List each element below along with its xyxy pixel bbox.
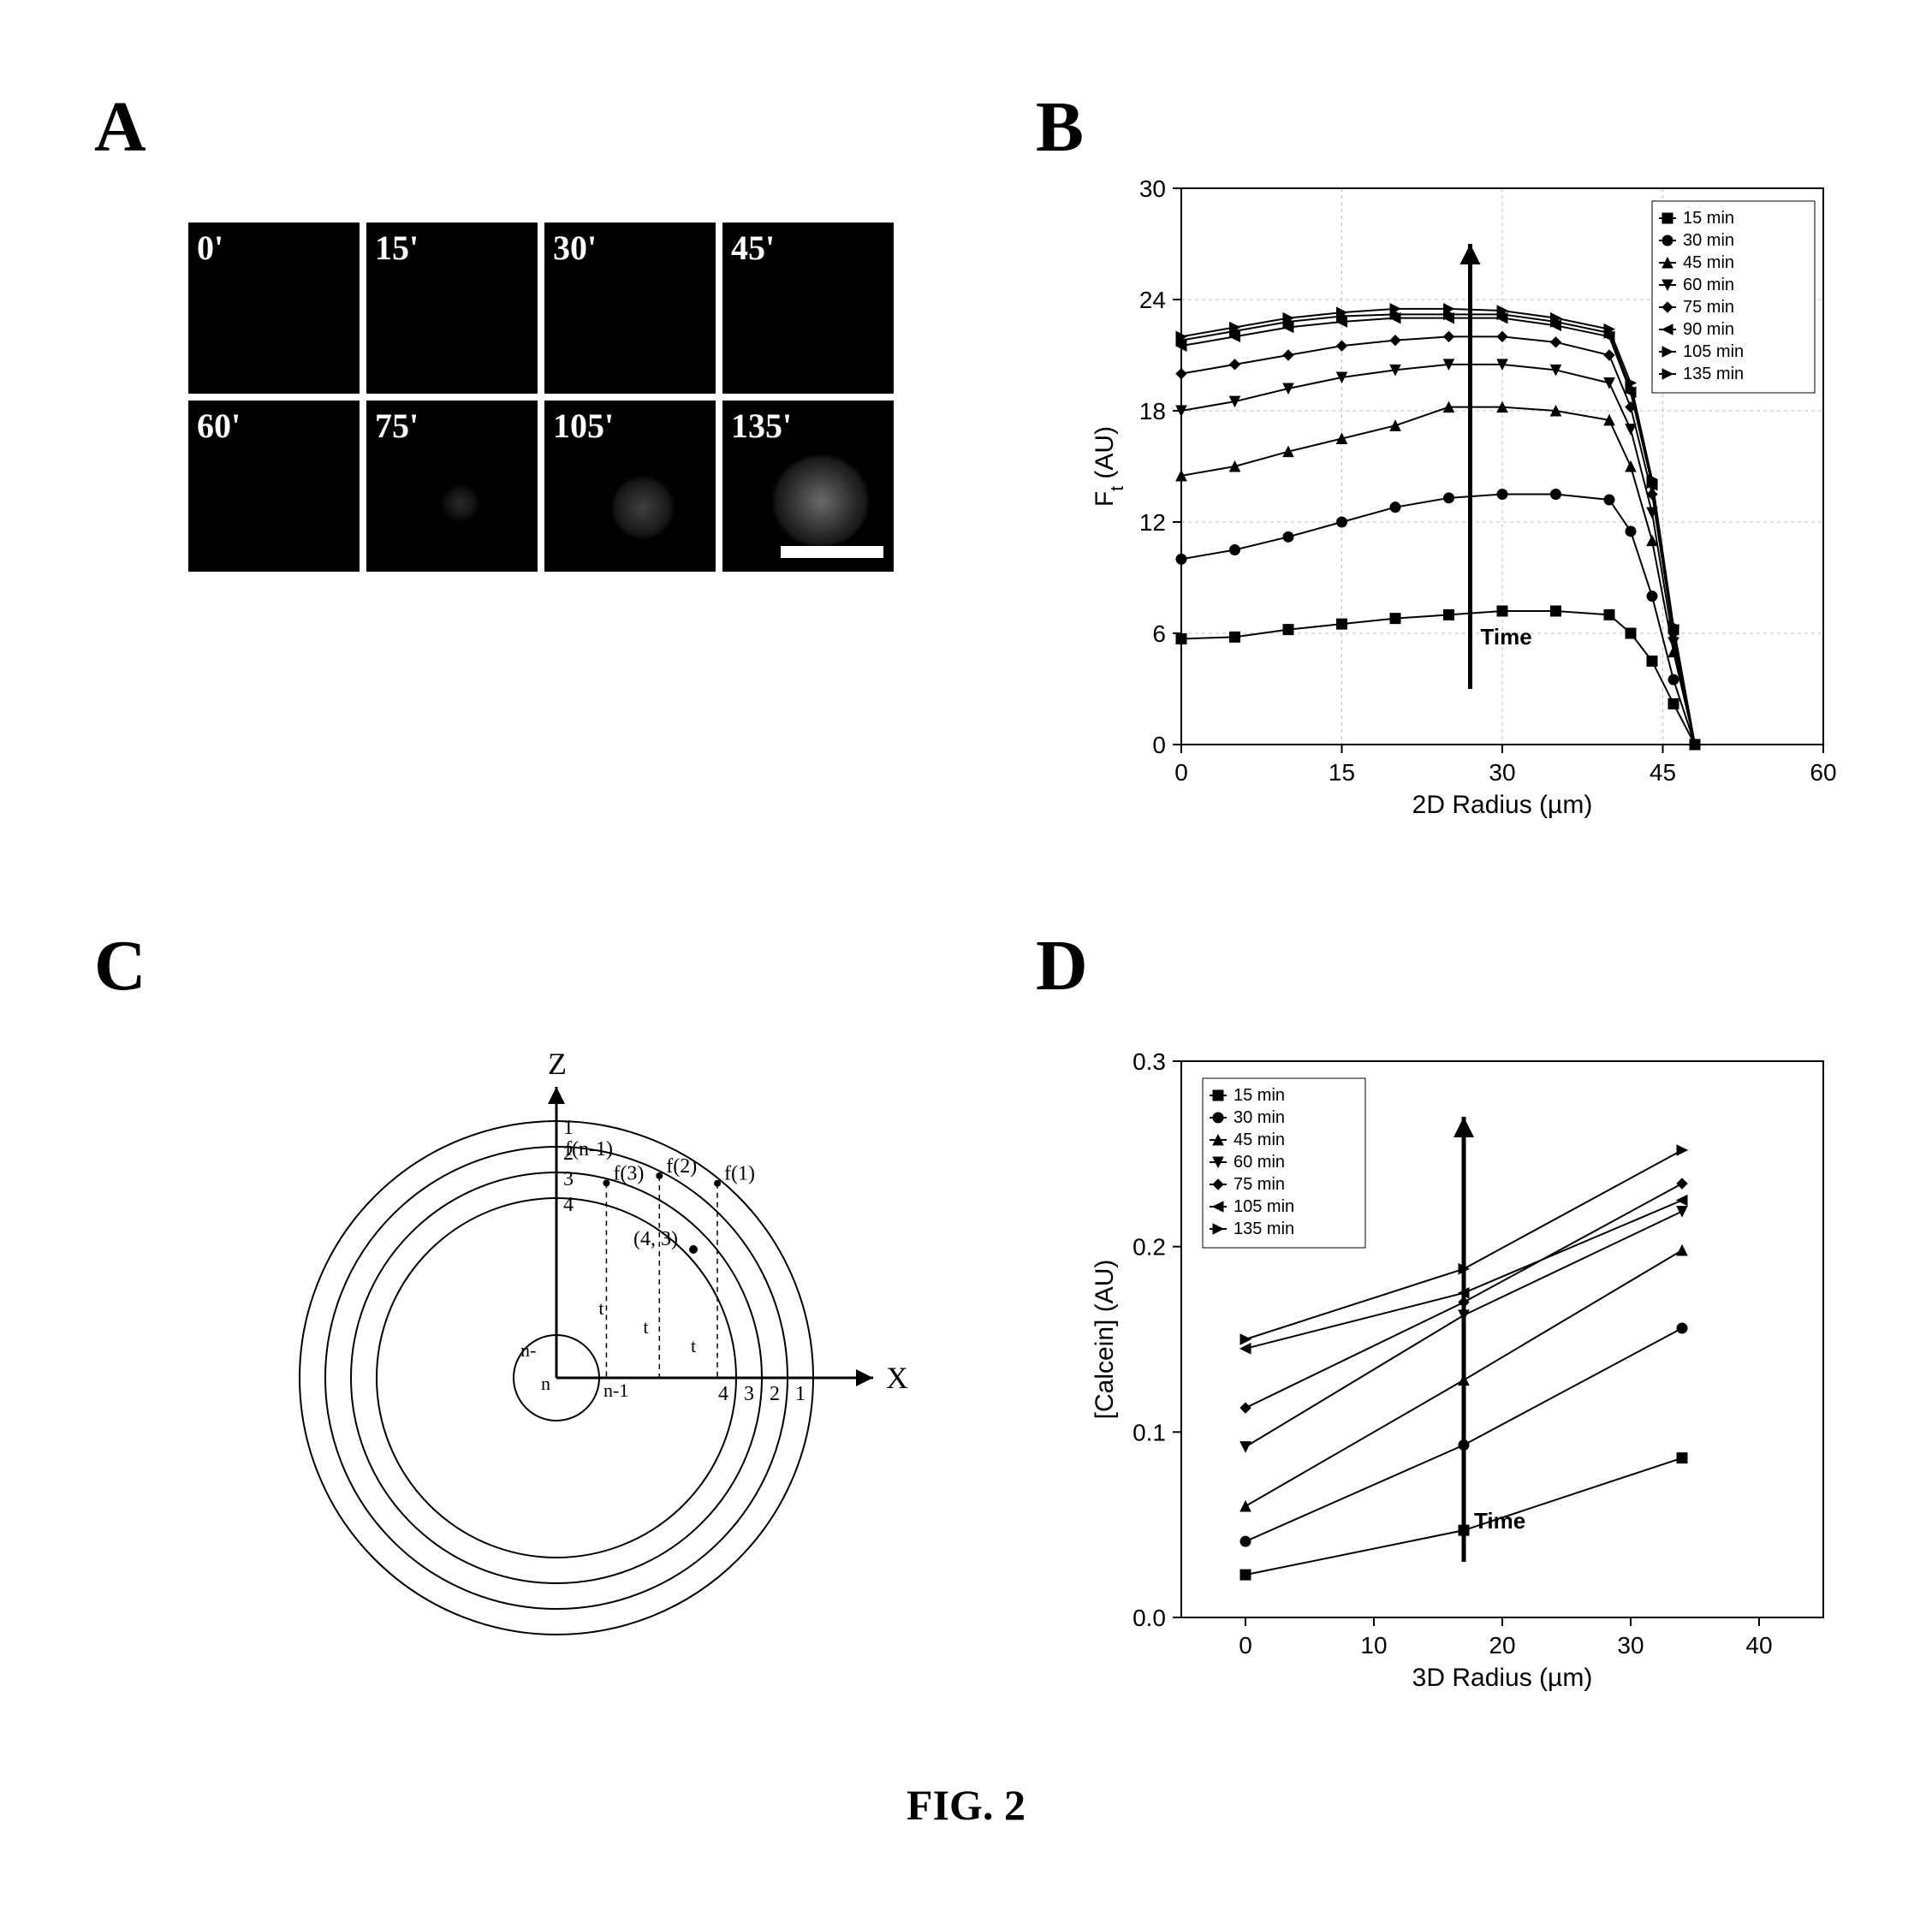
- svg-text:1: 1: [563, 1117, 574, 1139]
- panel-label-b: B: [1036, 86, 1084, 169]
- svg-text:60: 60: [1810, 759, 1836, 786]
- svg-text:f(2): f(2): [666, 1155, 697, 1178]
- svg-text:30: 30: [1617, 1632, 1644, 1659]
- svg-text:0: 0: [1174, 759, 1188, 786]
- svg-text:40: 40: [1745, 1632, 1772, 1659]
- micrograph-cell: 0': [188, 223, 360, 394]
- micrograph-time-label: 30': [553, 228, 597, 267]
- svg-text:18: 18: [1139, 398, 1166, 424]
- micrograph-cell: 15': [366, 223, 538, 394]
- svg-text:t: t: [598, 1297, 603, 1319]
- micrograph-cell: 60': [188, 401, 360, 572]
- svg-text:0: 0: [1152, 732, 1166, 758]
- svg-text:f(1): f(1): [724, 1163, 755, 1185]
- svg-text:Ft (AU): Ft (AU): [1091, 426, 1127, 507]
- panel-d-chart: 0 10 20 30 40 0.0 0.1 0.2 0.3 3D Radius (µm) [Calc…: [1079, 1036, 1849, 1703]
- panel-a-micrograph-grid: 0' 15' 30' 45' 60' 75' 105' 135': [188, 223, 894, 572]
- panel-c-diagram: ZX12341234f(n-1)f(1)f(2)f(3)ttt(4, 3)nn-…: [248, 1010, 950, 1712]
- svg-text:X: X: [886, 1361, 908, 1395]
- micrograph-cell: 75': [366, 401, 538, 572]
- micrograph-time-label: 75': [375, 407, 419, 445]
- svg-text:105 min: 105 min: [1683, 342, 1744, 361]
- svg-text:Z: Z: [548, 1047, 567, 1081]
- svg-text:f(3): f(3): [613, 1162, 644, 1184]
- svg-text:15: 15: [1329, 759, 1355, 786]
- svg-text:(4, 3): (4, 3): [633, 1228, 678, 1250]
- micrograph-time-label: 60': [197, 407, 241, 445]
- svg-text:n: n: [541, 1373, 550, 1394]
- svg-text:135 min: 135 min: [1683, 365, 1744, 383]
- svg-text:30: 30: [1489, 759, 1515, 786]
- svg-text:10: 10: [1360, 1632, 1387, 1659]
- scale-bar: [781, 546, 883, 558]
- svg-text:n-: n-: [520, 1339, 536, 1361]
- svg-text:135 min: 135 min: [1234, 1220, 1294, 1238]
- svg-text:0.3: 0.3: [1132, 1048, 1166, 1075]
- svg-text:Time: Time: [1481, 624, 1532, 650]
- svg-text:30 min: 30 min: [1234, 1108, 1285, 1127]
- svg-text:t: t: [691, 1335, 696, 1356]
- svg-text:0.0: 0.0: [1132, 1605, 1166, 1631]
- svg-text:4: 4: [563, 1194, 574, 1216]
- svg-text:45: 45: [1650, 759, 1676, 786]
- svg-text:0.1: 0.1: [1132, 1419, 1166, 1445]
- figure-caption: FIG. 2: [0, 1780, 1932, 1830]
- svg-text:t: t: [643, 1316, 648, 1338]
- svg-text:105 min: 105 min: [1234, 1197, 1294, 1216]
- svg-text:15 min: 15 min: [1683, 209, 1734, 228]
- svg-text:f(n-1): f(n-1): [565, 1138, 613, 1160]
- svg-text:3: 3: [563, 1168, 574, 1190]
- micrograph-time-label: 135': [731, 407, 792, 445]
- micrograph-cell: 135': [722, 401, 894, 572]
- svg-text:2: 2: [770, 1383, 780, 1405]
- micrograph-cell: 45': [722, 223, 894, 394]
- svg-text:n-1: n-1: [603, 1380, 628, 1401]
- panel-label-d: D: [1036, 924, 1088, 1007]
- svg-text:30 min: 30 min: [1683, 231, 1734, 250]
- svg-text:20: 20: [1489, 1632, 1515, 1659]
- svg-text:60 min: 60 min: [1234, 1153, 1285, 1172]
- svg-text:2D Radius (µm): 2D Radius (µm): [1412, 791, 1593, 819]
- svg-text:1: 1: [795, 1383, 805, 1405]
- micrograph-time-label: 45': [731, 228, 775, 267]
- micrograph-time-label: 15': [375, 228, 419, 267]
- svg-text:45 min: 45 min: [1683, 253, 1734, 272]
- svg-text:4: 4: [718, 1383, 728, 1405]
- panel-label-a: A: [94, 86, 146, 169]
- svg-text:6: 6: [1152, 620, 1166, 647]
- svg-text:75 min: 75 min: [1683, 298, 1734, 317]
- micrograph-cell: 30': [544, 223, 716, 394]
- svg-text:60 min: 60 min: [1683, 276, 1734, 294]
- svg-text:75 min: 75 min: [1234, 1175, 1285, 1194]
- svg-text:0.2: 0.2: [1132, 1234, 1166, 1261]
- panel-b-chart: 0 15 30 45 60 0 6 12 18 24 30 2D Radius (µm) Ft (AU)…: [1079, 163, 1849, 830]
- svg-text:12: 12: [1139, 509, 1166, 536]
- svg-text:90 min: 90 min: [1683, 320, 1734, 339]
- svg-text:Time: Time: [1474, 1508, 1525, 1534]
- svg-text:15 min: 15 min: [1234, 1086, 1285, 1105]
- svg-text:30: 30: [1139, 175, 1166, 202]
- svg-text:[Calcein] (AU): [Calcein] (AU): [1091, 1260, 1119, 1420]
- micrograph-cell: 105': [544, 401, 716, 572]
- svg-text:3: 3: [744, 1383, 754, 1405]
- svg-text:3D Radius (µm): 3D Radius (µm): [1412, 1664, 1593, 1692]
- micrograph-time-label: 0': [197, 228, 223, 267]
- svg-text:0: 0: [1239, 1632, 1252, 1659]
- panel-label-c: C: [94, 924, 146, 1007]
- svg-text:24: 24: [1139, 287, 1166, 313]
- micrograph-time-label: 105': [553, 407, 614, 445]
- svg-text:45 min: 45 min: [1234, 1131, 1285, 1149]
